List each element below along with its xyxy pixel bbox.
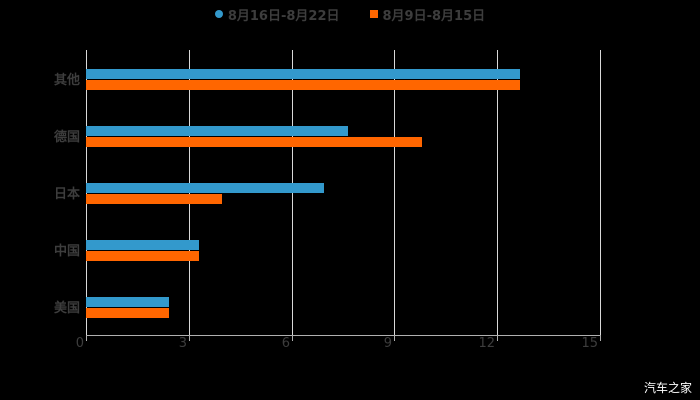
plot-area xyxy=(86,50,601,335)
bar[interactable] xyxy=(86,193,222,204)
x-tick-label: 6 xyxy=(281,336,290,351)
bar[interactable] xyxy=(86,68,520,79)
bar[interactable] xyxy=(86,182,324,193)
x-tick-label: 15 xyxy=(581,336,598,351)
legend-circle-icon xyxy=(214,10,223,18)
legend-label: 8月9日-8月15日 xyxy=(382,8,486,24)
x-tick xyxy=(292,335,293,341)
x-tick xyxy=(189,335,190,341)
bar[interactable] xyxy=(86,136,422,147)
bar[interactable] xyxy=(86,125,348,136)
bar[interactable] xyxy=(86,79,520,90)
chart-legend: 8月16日-8月22日 8月9日-8月15日 xyxy=(0,4,700,24)
gridline xyxy=(292,50,293,335)
x-tick-label: 12 xyxy=(478,336,495,351)
legend-item-series-2[interactable]: 8月9日-8月15日 xyxy=(369,5,486,24)
gridline xyxy=(600,50,601,335)
x-axis-line xyxy=(86,335,600,336)
legend-label: 8月16日-8月22日 xyxy=(227,8,340,24)
gridline xyxy=(394,50,395,335)
category-label: 中国 xyxy=(53,243,80,259)
gridline xyxy=(497,50,498,335)
x-tick xyxy=(394,335,395,341)
bar[interactable] xyxy=(86,239,199,250)
x-tick-label: 9 xyxy=(383,336,392,351)
x-tick xyxy=(497,335,498,341)
legend-item-series-1[interactable]: 8月16日-8月22日 xyxy=(214,5,340,24)
category-label: 日本 xyxy=(53,186,80,202)
category-label: 美国 xyxy=(53,300,80,316)
gridline xyxy=(189,50,190,335)
bar[interactable] xyxy=(86,250,199,261)
x-tick xyxy=(600,335,601,341)
category-label: 其他 xyxy=(53,72,80,88)
bar[interactable] xyxy=(86,307,169,318)
x-tick xyxy=(86,335,87,341)
category-label: 德国 xyxy=(53,129,80,145)
legend-square-icon xyxy=(369,10,378,18)
gridline xyxy=(86,50,87,335)
x-tick-label: 0 xyxy=(75,336,84,351)
x-tick-label: 3 xyxy=(178,336,187,351)
watermark: 汽车之家 xyxy=(643,381,692,395)
bar[interactable] xyxy=(86,296,169,307)
